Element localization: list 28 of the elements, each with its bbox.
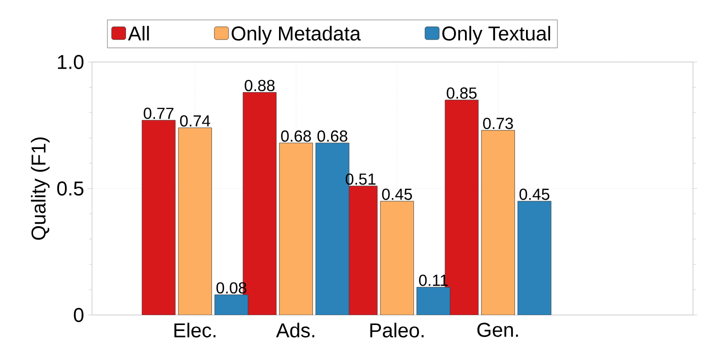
y-tick-label: 0.5: [57, 181, 84, 196]
y-tick-label: 0: [74, 308, 84, 322]
legend-label: Only Metadata: [232, 26, 361, 45]
data-label: 0.45: [519, 188, 550, 200]
data-label: 0.74: [180, 115, 210, 127]
legend-label: All: [128, 26, 149, 40]
data-label: 0.85: [446, 87, 477, 99]
x-tick-label: Gen.: [477, 322, 518, 337]
bar: [518, 200, 552, 315]
data-label: 0.77: [144, 108, 174, 119]
data-label: 0.68: [317, 130, 348, 142]
data-label: 0.68: [281, 130, 311, 142]
bar: [481, 130, 515, 315]
bar: [416, 287, 450, 315]
x-tick-label: Paleo.: [370, 322, 424, 338]
bar: [279, 142, 313, 315]
y-tick-label: 1.0: [58, 54, 84, 70]
y-axis-title: Quality (F1): [30, 138, 50, 240]
data-label: 0.45: [382, 188, 412, 200]
data-label: 0.73: [483, 118, 513, 130]
bar: [142, 120, 176, 315]
x-tick-label: Elec.: [174, 322, 216, 338]
x-tick-label: Ads.: [276, 322, 314, 338]
bar: [178, 128, 212, 315]
bar: [214, 294, 248, 315]
legend-label: Only Textual: [442, 26, 550, 45]
bar: [380, 201, 414, 315]
data-label: 0.88: [244, 80, 275, 92]
